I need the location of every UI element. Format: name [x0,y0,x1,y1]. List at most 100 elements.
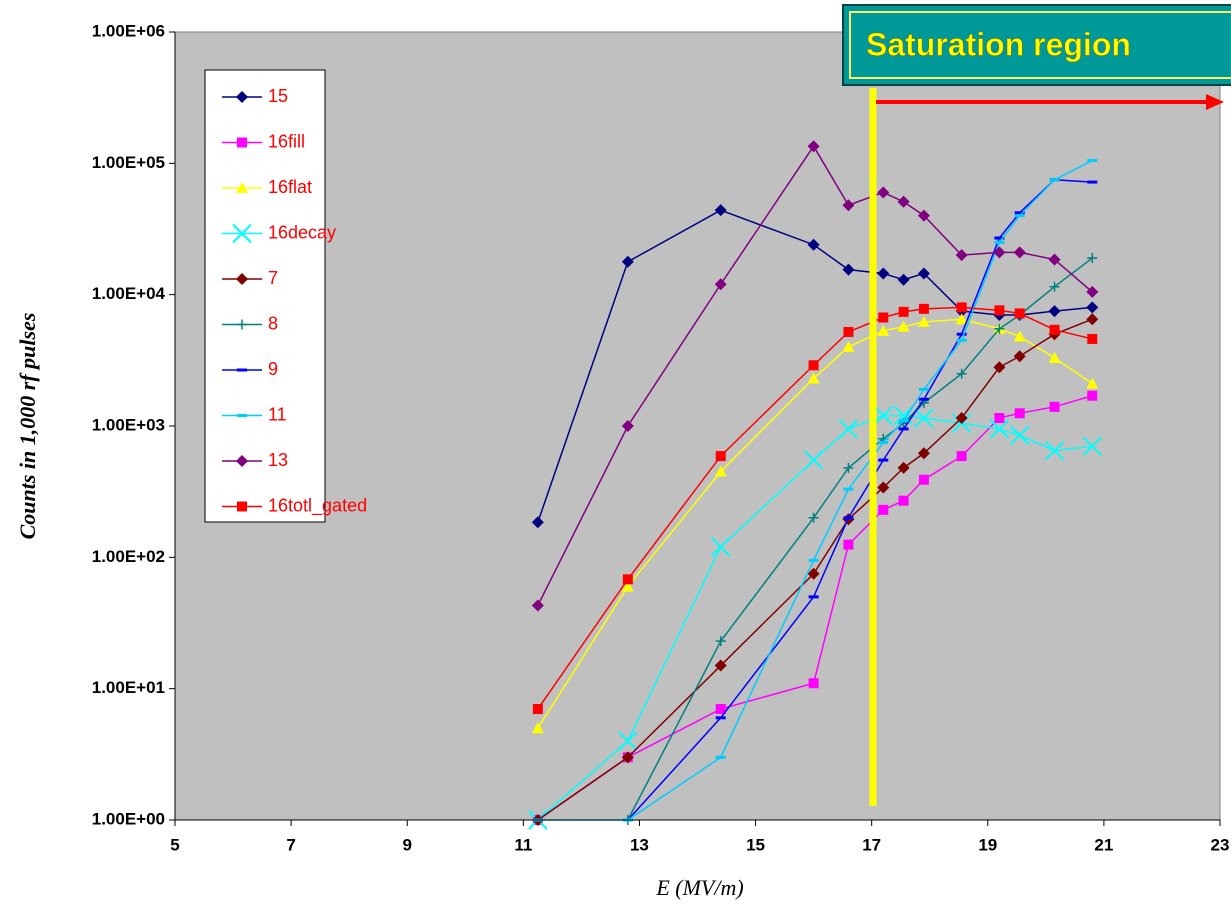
marker [803,450,824,470]
marker [956,368,967,379]
marker [989,419,1010,439]
marker [1048,305,1061,318]
marker [807,567,820,580]
marker [956,338,967,342]
marker [878,458,889,462]
marker [897,461,910,474]
marker [842,199,855,212]
legend-label: 16totl_gated [268,495,367,516]
marker [843,516,854,520]
marker [1048,351,1061,363]
marker [917,315,930,327]
marker [1013,246,1026,259]
marker [843,462,854,473]
marker [808,558,819,562]
legend-label: 11 [268,404,287,424]
marker [914,408,934,428]
marker [1087,159,1098,163]
marker [877,267,890,280]
marker [237,368,247,372]
marker [1010,425,1030,445]
marker [878,504,889,515]
marker [877,324,890,336]
marker [714,204,727,217]
series-line [627,178,1093,821]
marker [808,512,819,523]
marker [807,372,820,384]
marker [715,704,726,715]
marker [842,263,855,276]
marker [878,440,889,444]
marker [1014,211,1025,215]
marker [1013,330,1026,342]
legend-label: 15 [268,86,288,106]
marker [714,278,727,291]
arrow-head [1206,94,1224,110]
marker [897,273,910,286]
marker [917,447,930,460]
marker [237,501,247,512]
marker [843,487,854,491]
marker [232,223,252,244]
marker [715,755,726,759]
marker [236,91,248,103]
marker [843,326,854,337]
marker [1087,253,1098,264]
marker [531,722,544,734]
marker [873,405,893,426]
x-tick-label: 23 [1211,835,1230,854]
plot [528,140,1102,830]
marker [918,387,929,391]
marker [621,751,634,764]
x-tick-label: 5 [170,835,179,854]
marker [993,246,1006,259]
marker [994,305,1005,316]
marker [994,236,1005,240]
marker [898,427,909,431]
y-tick-label: 1.00E+00 [92,809,165,828]
marker [808,678,819,689]
marker [877,481,890,494]
marker [1086,285,1099,298]
marker [893,405,914,426]
annotation-border [849,11,1231,79]
x-tick-label: 7 [286,835,295,854]
marker [807,238,820,251]
marker [1082,436,1102,457]
marker [1044,440,1065,461]
marker [956,302,967,313]
marker [621,255,634,268]
marker [955,249,968,262]
marker [622,574,633,585]
marker [1087,333,1098,344]
marker [621,420,634,432]
y-tick-label: 1.00E+03 [92,415,165,434]
plot-area [174,31,1221,821]
x-tick-label: 9 [402,835,411,854]
marker [918,474,929,485]
marker [955,412,968,425]
marker [237,414,247,417]
legend-label: 9 [268,359,278,379]
legend-label: 16fill [268,131,305,151]
marker [898,419,909,423]
marker [531,516,544,529]
marker [1049,178,1060,182]
y-tick-label: 1.00E+06 [92,21,165,40]
marker [807,140,820,153]
y-tick-label: 1.00E+02 [92,547,165,566]
annotation-box [842,4,1231,86]
marker [956,332,967,336]
marker [714,659,727,672]
marker [918,303,929,314]
marker [994,240,1005,244]
marker [956,451,967,462]
marker [1086,301,1099,314]
y-tick-label: 1.00E+04 [92,284,166,303]
marker [994,323,1005,334]
marker [236,455,248,467]
marker [897,195,910,208]
y-tick-label: 1.00E+05 [92,153,165,172]
